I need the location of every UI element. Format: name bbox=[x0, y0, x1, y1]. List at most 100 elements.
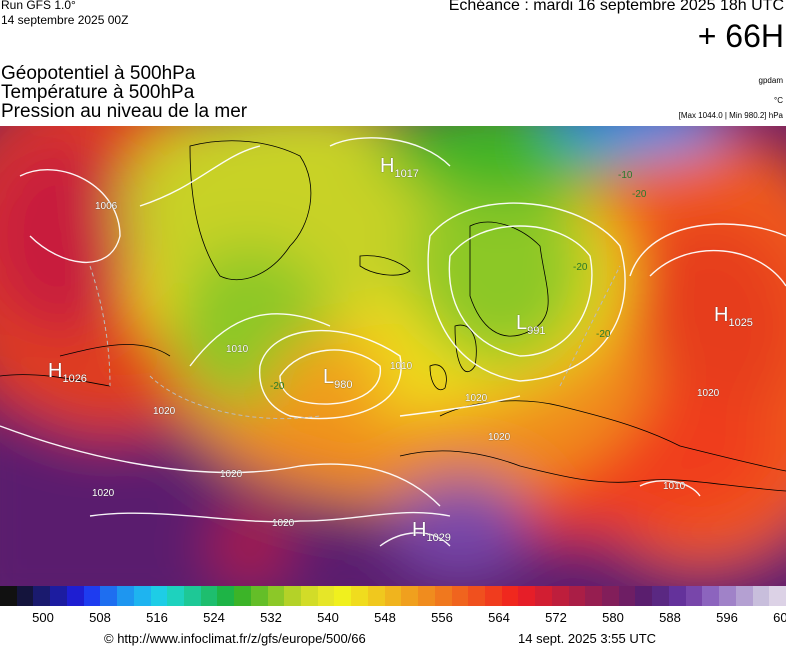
scale-swatch bbox=[50, 586, 68, 606]
generation-timestamp: 14 sept. 2025 3:55 UTC bbox=[518, 631, 657, 646]
isobar-label: 1010 bbox=[663, 481, 686, 492]
scale-swatch bbox=[418, 586, 436, 606]
scale-tick-label: 588 bbox=[659, 610, 681, 625]
isotherm-label: -20 bbox=[270, 381, 285, 392]
isobar-label: 1020 bbox=[220, 469, 243, 480]
unit-temperature: °C bbox=[774, 96, 783, 105]
scale-swatch bbox=[451, 586, 469, 606]
scale-tick-label: 524 bbox=[203, 610, 225, 625]
isobar-label: 1010 bbox=[390, 361, 413, 372]
isobars bbox=[0, 137, 786, 547]
scale-swatch bbox=[702, 586, 720, 606]
scale-swatch bbox=[317, 586, 336, 606]
scale-swatch bbox=[234, 586, 252, 606]
scale-swatch bbox=[635, 586, 653, 606]
map-canvas bbox=[0, 126, 786, 586]
scale-swatch bbox=[16, 586, 35, 606]
scale-tick-label: 556 bbox=[431, 610, 453, 625]
scale-swatch bbox=[167, 586, 185, 606]
scale-swatch bbox=[267, 586, 285, 606]
scale-tick-label: 604 bbox=[773, 610, 786, 625]
isobar-label: 1010 bbox=[226, 344, 249, 355]
scale-swatch bbox=[602, 586, 620, 606]
scale-swatch bbox=[484, 586, 503, 606]
scale-swatch bbox=[551, 586, 570, 606]
scale-tick-label: 564 bbox=[488, 610, 510, 625]
high-center-1: H1026 bbox=[48, 360, 87, 385]
scale-swatch bbox=[652, 586, 670, 606]
scale-swatch bbox=[334, 586, 352, 606]
scale-swatch bbox=[468, 586, 486, 606]
low-center-2: L991 bbox=[516, 312, 546, 337]
scale-swatch bbox=[66, 586, 85, 606]
lead-time: + 66H bbox=[697, 18, 784, 54]
isobar-label: 1020 bbox=[153, 406, 176, 417]
scale-swatch bbox=[719, 586, 737, 606]
high-center-3: H1029 bbox=[412, 519, 451, 544]
scale-swatch bbox=[585, 586, 603, 606]
unit-pressure-range: [Max 1044.0 | Min 980.2] hPa bbox=[678, 111, 783, 120]
coastlines bbox=[0, 140, 786, 492]
unit-geopotential: gpdam bbox=[758, 76, 783, 85]
isotherm-label: -20 bbox=[573, 262, 588, 273]
scale-swatch bbox=[33, 586, 51, 606]
scale-tick-label: 572 bbox=[545, 610, 567, 625]
isotherm-label: -10 bbox=[618, 170, 633, 181]
isotherm-label: -20 bbox=[596, 329, 611, 340]
low-center-1: L980 bbox=[323, 366, 353, 391]
scale-swatch bbox=[250, 586, 269, 606]
scale-swatch bbox=[434, 586, 453, 606]
scale-tick-label: 500 bbox=[32, 610, 54, 625]
scale-swatch bbox=[0, 586, 18, 606]
scale-swatch bbox=[618, 586, 637, 606]
scale-swatch bbox=[501, 586, 519, 606]
scale-swatch bbox=[217, 586, 235, 606]
isobar-label: 1020 bbox=[697, 388, 720, 399]
scale-tick-label: 548 bbox=[374, 610, 396, 625]
run-title: Run GFS 1.0° bbox=[1, 0, 76, 12]
weather-map[interactable]: H1026 H1025 H1029 H1017 L980 L991 1006 1… bbox=[0, 126, 786, 586]
isotherm-label: -20 bbox=[632, 189, 647, 200]
scale-tick-label: 580 bbox=[602, 610, 624, 625]
scale-swatch bbox=[351, 586, 369, 606]
scale-swatch bbox=[535, 586, 553, 606]
scale-swatch bbox=[668, 586, 687, 606]
scale-swatch bbox=[133, 586, 152, 606]
scale-swatch bbox=[100, 586, 118, 606]
scale-swatch bbox=[83, 586, 101, 606]
scale-swatch bbox=[367, 586, 386, 606]
scale-swatch bbox=[384, 586, 402, 606]
scale-swatch bbox=[568, 586, 586, 606]
isobar-label: 1020 bbox=[92, 488, 115, 499]
scale-swatch bbox=[284, 586, 302, 606]
scale-swatch bbox=[685, 586, 703, 606]
isobar-label: 1020 bbox=[488, 432, 511, 443]
scale-tick-label: 596 bbox=[716, 610, 738, 625]
scale-swatch bbox=[401, 586, 419, 606]
color-scale bbox=[0, 586, 786, 606]
scale-swatch bbox=[301, 586, 319, 606]
run-date: 14 septembre 2025 00Z bbox=[1, 13, 129, 27]
scale-swatch bbox=[769, 586, 786, 606]
scale-tick-label: 516 bbox=[146, 610, 168, 625]
scale-swatch bbox=[150, 586, 168, 606]
isotherms bbox=[89, 265, 621, 420]
isobar-label: 1020 bbox=[272, 518, 295, 529]
isobar-label: 1020 bbox=[465, 393, 488, 404]
scale-swatch bbox=[752, 586, 770, 606]
isobar-label: 1006 bbox=[95, 201, 118, 212]
scale-swatch bbox=[200, 586, 218, 606]
scale-tick-label: 540 bbox=[317, 610, 339, 625]
scale-swatch bbox=[183, 586, 202, 606]
forecast-valid-time: Echéance : mardi 16 septembre 2025 18h U… bbox=[448, 0, 784, 14]
layer-pressure: Pression au niveau de la mer bbox=[1, 101, 248, 122]
scale-swatch bbox=[518, 586, 536, 606]
scale-swatch bbox=[735, 586, 754, 606]
layer-temperature: Température à 500hPa bbox=[1, 82, 195, 103]
scale-tick-label: 532 bbox=[260, 610, 282, 625]
source-credit-link[interactable]: © http://www.infoclimat.fr/z/gfs/europe/… bbox=[104, 631, 366, 646]
scale-tick-label: 508 bbox=[89, 610, 111, 625]
high-center-4: H1017 bbox=[380, 155, 419, 180]
high-center-2: H1025 bbox=[714, 304, 753, 329]
scale-swatch bbox=[117, 586, 135, 606]
